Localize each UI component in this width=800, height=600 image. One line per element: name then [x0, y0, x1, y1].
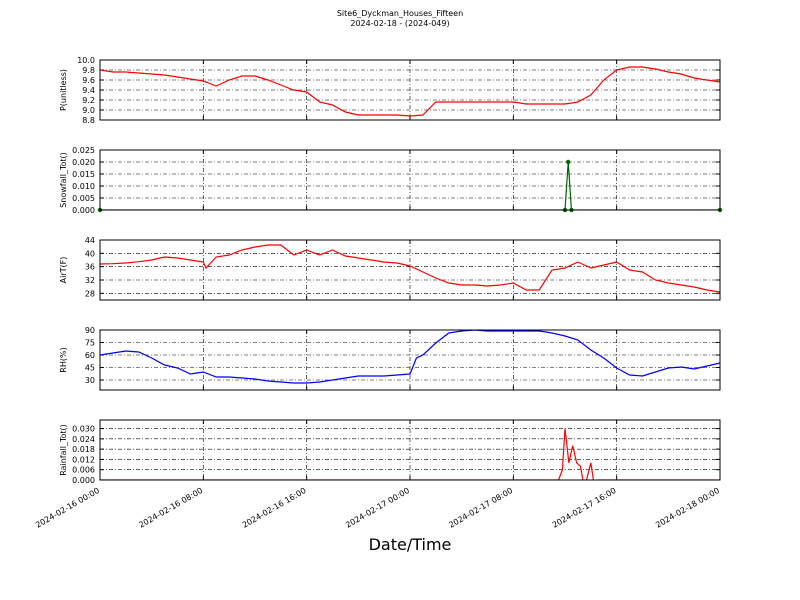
- y-tick-label: 45: [85, 364, 95, 373]
- y-tick-label: 40: [85, 249, 95, 258]
- plot-frame: [99, 329, 721, 391]
- data-line: [100, 330, 720, 384]
- y-tick-label: 0.025: [72, 146, 95, 155]
- y-tick-label: 9.8: [82, 66, 95, 75]
- y-tick-label: 0.018: [72, 445, 95, 454]
- data-point: [566, 159, 571, 165]
- y-tick-label: 0.015: [72, 170, 95, 179]
- y-tick-label: 44: [85, 236, 95, 245]
- data-line: [100, 244, 720, 293]
- y-tick-label: 36: [85, 263, 95, 272]
- y-tick-label: 10.0: [77, 56, 95, 65]
- x-tick-label: 2024-02-17 00:00: [344, 486, 411, 530]
- y-tick-label: 60: [85, 351, 95, 360]
- y-tick-label: 30: [85, 376, 95, 385]
- data-line: [100, 66, 720, 117]
- plot-frame: [99, 59, 721, 121]
- y-axis-label: P(unitless): [59, 69, 68, 111]
- x-tick-label: 2024-02-17 08:00: [447, 486, 514, 530]
- y-tick-label: 90: [85, 326, 95, 335]
- y-tick-label: 9.4: [82, 86, 95, 95]
- y-tick-label: 8.8: [82, 116, 95, 125]
- panel: 30 45 60 75 90 RH(%): [59, 326, 721, 391]
- y-tick-label: 32: [85, 276, 95, 285]
- x-tick-label: 2024-02-16 00:00: [34, 486, 101, 530]
- y-tick-label: 9.2: [82, 96, 95, 105]
- y-axis-label: Rainfall_Tot(): [59, 424, 68, 476]
- y-tick-label: 28: [85, 289, 95, 298]
- y-tick-label: 0.030: [72, 425, 95, 434]
- y-tick-label: 0.005: [72, 194, 95, 203]
- y-axis-label: Snowfall_Tot(): [59, 152, 68, 208]
- x-axis-label: Date/Time: [369, 535, 452, 554]
- y-tick-label: 0.012: [72, 455, 95, 464]
- x-tick-label: 2024-02-16 16:00: [241, 486, 308, 530]
- plot-frame: [99, 149, 721, 211]
- y-tick-label: 0.020: [72, 158, 95, 167]
- figure-subtitle: 2024-02-18 - (2024-049): [350, 19, 449, 28]
- figure-title: Site6_Dyckman_Houses_Fifteen: [337, 9, 463, 18]
- x-tick-label: 2024-02-17 16:00: [551, 486, 618, 530]
- x-tick-label: 2024-02-16 08:00: [137, 486, 204, 530]
- y-tick-label: 0.000: [72, 476, 95, 485]
- y-tick-label: 0.010: [72, 182, 95, 191]
- y-axis-label: RH(%): [59, 347, 68, 372]
- x-tick-label: 2024-02-18 00:00: [654, 486, 721, 530]
- y-tick-label: 0.000: [72, 206, 95, 215]
- plot-frame: [99, 419, 721, 481]
- panel: 8.89.09.29.49.69.810.0 P(unitless): [59, 56, 721, 125]
- y-tick-label: 0.024: [72, 435, 95, 444]
- y-tick-label: 9.0: [82, 106, 95, 115]
- data-line: [100, 428, 720, 480]
- y-tick-label: 0.006: [72, 466, 95, 475]
- panel: 0.000 0.005 0.010 0.015 0.020 0.025 Snowfall_T…: [59, 146, 723, 215]
- y-tick-label: 75: [85, 339, 95, 348]
- panel: 28 32 36 40 44 AirT(F): [59, 236, 721, 301]
- y-tick-label: 9.6: [82, 76, 95, 85]
- y-axis-label: AirT(F): [59, 257, 68, 284]
- plot-frame: [99, 239, 721, 301]
